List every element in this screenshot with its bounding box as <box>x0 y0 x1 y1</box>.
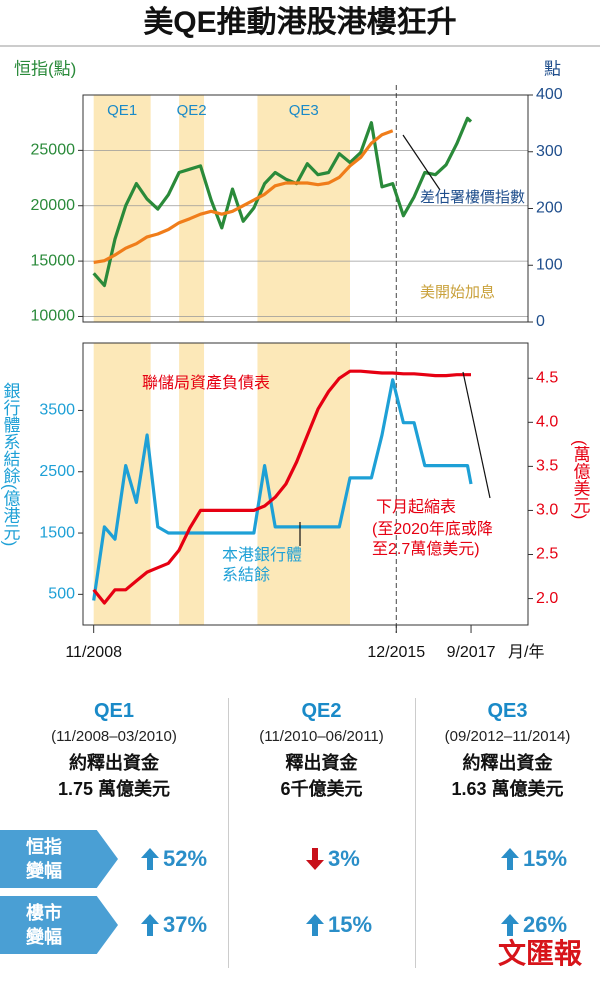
row-label: 恒指變幅 <box>0 830 118 888</box>
qe-band <box>257 343 350 625</box>
y-tick-label: 3500 <box>39 402 75 419</box>
y-axis-title: 銀行體系結餘(億港元) <box>1 382 21 546</box>
cell-text: 26% <box>523 912 568 937</box>
column-name: QE3 <box>487 700 528 722</box>
column: QE3 (09/2012–11/2014) 約釋出資金 1.63 萬億美元 <box>415 690 600 830</box>
column-name: QE1 <box>93 700 135 722</box>
series-label: 差估署樓價指數 <box>420 189 526 206</box>
arrow-icon <box>501 914 519 936</box>
y2-tick-label: 400 <box>536 86 563 103</box>
x-tick-label: 12/2015 <box>367 644 425 661</box>
qe-band <box>257 95 350 322</box>
chart: 美QE推動港股港樓狂升 QE1 QE2 QE31000015000200002500… <box>0 5 600 661</box>
y2-tick-label: 200 <box>536 200 563 217</box>
cell-text: 3% <box>328 846 360 871</box>
funds: 1.75 萬億美元 <box>57 779 171 799</box>
logo: 文匯報 <box>498 937 583 970</box>
series-label: 本港銀行體系結餘 <box>222 547 303 584</box>
leader-line <box>402 134 441 191</box>
arrow-icon <box>141 848 159 870</box>
cell: 37% <box>140 896 207 954</box>
arrow <box>501 848 519 870</box>
y2-tick-label: 3.5 <box>536 458 558 475</box>
y2-tick-label: 100 <box>536 256 563 273</box>
row-label-text: 樓市變幅 <box>26 903 62 947</box>
y2-axis-title: (萬億美元) <box>571 440 591 519</box>
arrow-icon <box>306 914 324 936</box>
y-tick-label: 15000 <box>31 252 76 269</box>
y2-tick-label: 4.0 <box>536 414 558 431</box>
arrow <box>501 914 519 936</box>
plot-frame <box>82 94 529 323</box>
arrow <box>141 848 159 870</box>
column-period: (09/2012–11/2014) <box>444 728 571 745</box>
column-period: (11/2010–06/2011) <box>259 728 384 745</box>
plot-frame <box>82 342 529 626</box>
y-tick-label: 25000 <box>31 142 76 159</box>
row-label-text: 恒指變幅 <box>26 837 62 881</box>
y2-tick-label: 2.0 <box>536 590 558 607</box>
cell-text: 15% <box>523 846 568 871</box>
column-divider <box>228 698 229 968</box>
series-line <box>92 369 471 605</box>
y2-tick-label: 4.5 <box>536 369 558 386</box>
annotation: 美開始加息 <box>420 284 496 301</box>
y2-tick-label: 300 <box>536 143 563 160</box>
series-label: 聯儲局資產負債表 <box>142 375 271 392</box>
funds: 6千億美元 <box>280 779 363 799</box>
series-line <box>92 378 473 601</box>
arrow-icon <box>501 848 519 870</box>
funds-label: 約釋出資金 <box>462 753 553 773</box>
y2-tick-label: 0 <box>536 313 545 330</box>
cell: 15% <box>305 896 372 954</box>
column-name: QE2 <box>301 700 342 722</box>
y-tick-label: 20000 <box>31 197 76 214</box>
x-tick-label: 9/2017 <box>447 644 496 661</box>
arrow <box>306 914 324 936</box>
column: QE2 (11/2010–06/2011) 釋出資金 6千億美元 <box>228 690 415 830</box>
funds: 1.63 萬億美元 <box>451 779 564 799</box>
cell: 26% <box>500 896 567 954</box>
cell: 52% <box>140 830 207 888</box>
y-tick-label: 10000 <box>31 308 76 325</box>
arrow <box>306 848 324 870</box>
arrow-icon <box>141 914 159 936</box>
title: 美QE推動港股港樓狂升 <box>143 5 456 39</box>
column-divider <box>415 698 416 968</box>
y2-tick-label: 3.0 <box>536 502 558 519</box>
y2-tick-label: 2.5 <box>536 546 558 563</box>
annotation: 下月起縮表 <box>376 499 457 516</box>
y-tick-label: 1500 <box>39 524 75 541</box>
series-line <box>92 116 473 288</box>
summary-table: QE1 (11/2008–03/2010) 約釋出資金 1.75 萬億美元 QE… <box>0 690 600 981</box>
series-line <box>93 129 394 264</box>
annotation: (至2020年底或降至2.7萬億美元) <box>372 521 493 558</box>
funds-label: 約釋出資金 <box>69 753 159 773</box>
band-label: QE2 <box>177 102 207 119</box>
column: QE1 (11/2008–03/2010) 約釋出資金 1.75 萬億美元 <box>0 690 228 830</box>
y-axis-title: 恒指(點) <box>14 59 76 78</box>
cell-text: 15% <box>328 912 373 937</box>
qe-band <box>93 95 151 322</box>
band-label: QE1 <box>107 102 137 119</box>
qe-band <box>179 95 205 322</box>
row-label: 樓市變幅 <box>0 896 118 954</box>
x-tick-label: 11/2008 <box>65 644 122 661</box>
y-tick-label: 500 <box>48 586 75 603</box>
arrow-icon <box>306 848 324 870</box>
column-period: (11/2008–03/2010) <box>51 728 177 745</box>
y2-axis-title: 點 <box>544 59 561 78</box>
cell: 15% <box>500 830 567 888</box>
funds-label: 釋出資金 <box>285 753 358 773</box>
qe-band <box>179 343 205 625</box>
cell: 3% <box>305 830 360 888</box>
x-axis-title: 月/年 <box>508 643 544 661</box>
cell-text: 37% <box>163 912 208 937</box>
y-tick-label: 2500 <box>39 463 75 480</box>
cell-text: 52% <box>163 846 208 871</box>
leader-line <box>462 371 491 499</box>
arrow <box>141 914 159 936</box>
band-label: QE3 <box>289 102 319 119</box>
